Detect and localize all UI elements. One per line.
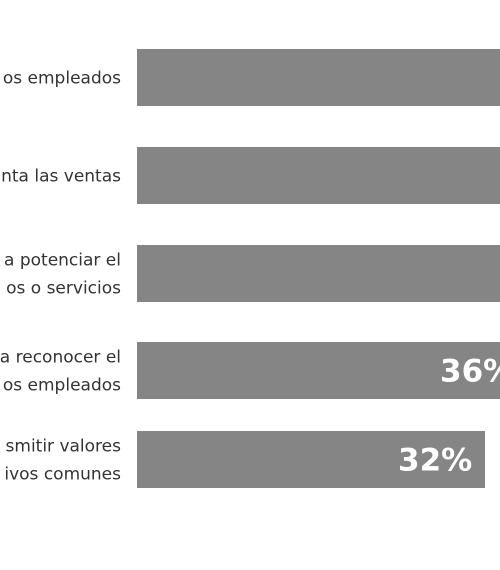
category-label: nta las ventas: [1, 167, 121, 187]
bar: [137, 342, 500, 399]
category-label: os empleados: [3, 376, 121, 396]
category-label: os o servicios: [6, 279, 121, 299]
bar: [137, 49, 500, 106]
bar: [137, 431, 485, 488]
value-label: 36%: [440, 354, 500, 390]
bars: [137, 49, 500, 488]
value-labels: 36% 32%: [398, 354, 500, 479]
bar: [137, 245, 500, 302]
category-label: smitir valores: [6, 437, 122, 457]
value-label: 32%: [398, 443, 472, 479]
category-label: a reconocer el: [0, 348, 121, 368]
bar: [137, 147, 500, 204]
category-label: os empleados: [3, 69, 121, 89]
category-label: a potenciar el: [4, 251, 121, 271]
category-label: ivos comunes: [4, 465, 121, 485]
category-labels: os empleados nta las ventas a potenciar el…: [0, 69, 121, 485]
